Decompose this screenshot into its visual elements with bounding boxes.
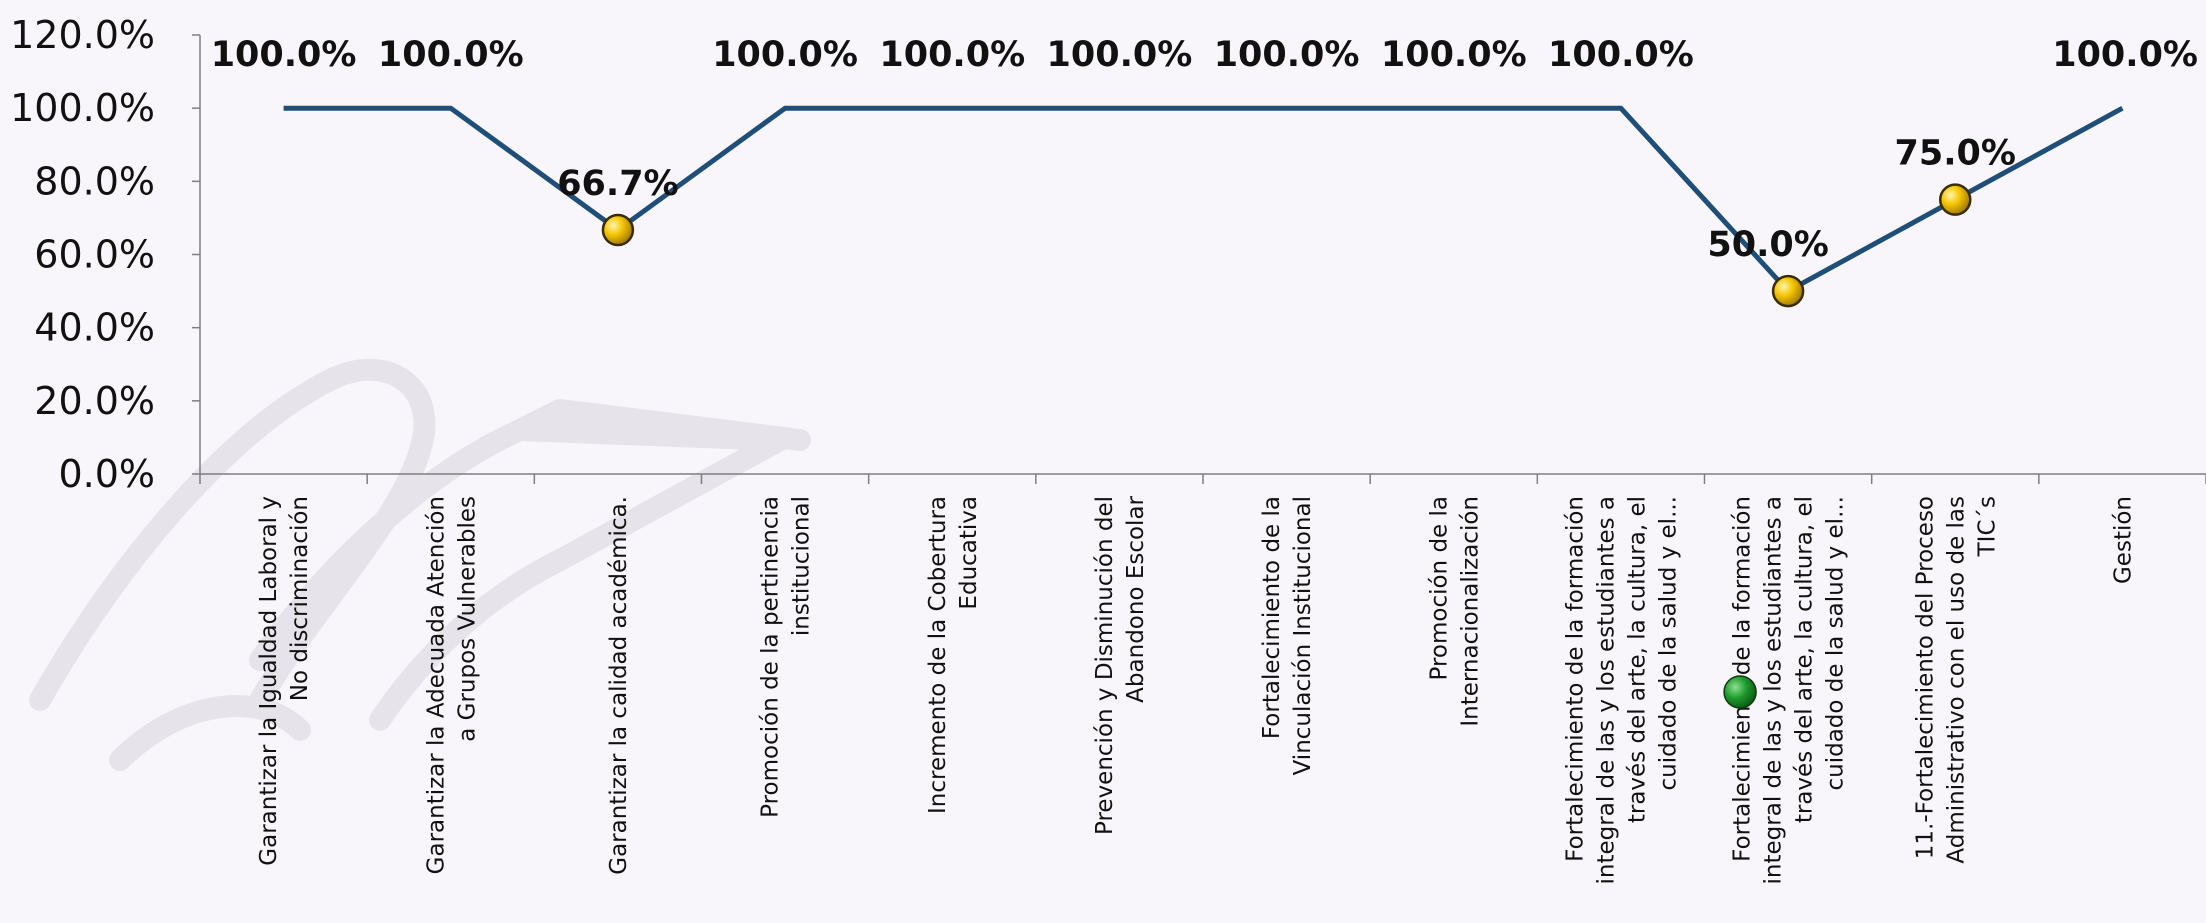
x-tick-label-line: No discriminación <box>287 496 313 701</box>
x-tick-label-line: Garantizar la Adecuada Atención <box>423 496 449 874</box>
x-tick-label-line: Prevención y Disminución del <box>1092 496 1118 835</box>
y-tick-label: 100.0% <box>10 86 155 130</box>
data-point-marker <box>601 213 635 247</box>
x-tick-label-line: Garantizar la Igualdad Laboral y <box>256 496 282 866</box>
data-label: 100.0% <box>879 35 1025 75</box>
x-tick-label-line: integral de las y los estudiantes a <box>1593 496 1619 884</box>
x-tick-label: Fortalecimiento de la formaciónintegral … <box>1730 496 1849 884</box>
x-tick-label-line: 11.-Fortalecimiento del Proceso <box>1912 496 1938 859</box>
x-tick-label: Garantizar la Adecuada Atención a Grupos … <box>423 496 480 874</box>
x-tick-label: Promoción de la Internacionalización <box>1426 496 1483 727</box>
x-tick-label: Fortalecimiento de la Vinculación Institu… <box>1259 496 1316 775</box>
data-label: 100.0% <box>1381 35 1527 75</box>
x-tick-label-line: TIC´s <box>1974 496 2000 557</box>
x-tick-label-line: Internacionalización <box>1457 496 1483 727</box>
x-tick-label: Promoción de la pertinencia institucional <box>758 496 815 818</box>
x-tick-label-line: integral de las y los estudiantes a <box>1761 496 1787 884</box>
data-label: 100.0% <box>378 35 524 75</box>
y-axis-ticks: 0.0% 20.0% 40.0% 60.0% 80.0% 100.0% 120.0% <box>10 13 200 496</box>
data-label: 50.0% <box>1707 225 1828 265</box>
y-tick-label: 20.0% <box>34 379 155 423</box>
y-tick-label: 60.0% <box>34 233 155 277</box>
x-tick-label-line: Fortalecimiento de la <box>1259 496 1285 739</box>
y-tick-label: 40.0% <box>34 306 155 350</box>
data-label: 100.0% <box>1047 35 1193 75</box>
y-tick-label: 0.0% <box>58 452 155 496</box>
data-label: 100.0% <box>1214 35 1360 75</box>
data-label: 75.0% <box>1895 134 2016 174</box>
data-point-marker <box>1771 274 1805 308</box>
x-tick-label-line: cuidado de la salud y el... <box>1655 496 1681 791</box>
data-label: 100.0% <box>211 35 357 75</box>
data-label: 66.7% <box>557 164 678 204</box>
x-tick-label-line: Educativa <box>956 496 982 610</box>
data-label: 100.0% <box>1548 35 1694 75</box>
series-markers <box>601 183 1972 308</box>
x-tick-label: Garantizar la calidad académica. <box>606 496 632 875</box>
x-axis-labels: Garantizar la Igualdad Laboral y No discr… <box>256 495 2136 884</box>
x-tick-label-line: Fortalecimiento de la formación <box>1562 496 1588 862</box>
y-tick-label: 120.0% <box>10 13 155 57</box>
green-dot-marker <box>1723 675 1757 709</box>
x-tick-label: Prevención y Disminución del Abandono Esc… <box>1092 495 1149 835</box>
x-tick-label-line: Administrativo con el uso de las <box>1943 496 1969 864</box>
x-tick-label-line: Incremento de la Cobertura <box>925 496 951 814</box>
x-tick-label-line: través del arte, la cultura, el <box>1792 496 1818 823</box>
x-tick-label: 11.-Fortalecimiento del Proceso Administr… <box>1912 496 2000 864</box>
x-tick-label-line: Promoción de la <box>1426 496 1452 681</box>
x-tick-label-line: través del arte, la cultura, el <box>1624 496 1650 823</box>
x-tick-label-line: Promoción de la pertinencia <box>758 496 784 818</box>
x-tick-label-line: Gestión <box>2110 496 2136 584</box>
data-point-marker <box>1939 183 1972 216</box>
x-tick-label: Gestión <box>2110 496 2136 584</box>
x-tick-label: Incremento de la Cobertura Educativa <box>925 496 982 814</box>
data-labels: 100.0% 100.0% 66.7% 100.0% 100.0% 100.0% 100.0… <box>211 35 2198 265</box>
watermark-emblem <box>29 358 811 771</box>
y-tick-label: 80.0% <box>34 159 155 203</box>
data-label: 100.0% <box>712 35 858 75</box>
x-tick-label-line: cuidado de la salud y el... <box>1823 496 1849 791</box>
x-tick-label-line: institucional <box>789 496 815 636</box>
series-line <box>283 105 2124 295</box>
data-label: 100.0% <box>2052 35 2198 75</box>
x-tick-label-line: Garantizar la calidad académica. <box>606 496 632 875</box>
x-tick-label-line: a Grupos Vulnerables <box>454 496 480 742</box>
axes <box>199 35 2206 484</box>
x-tick-label: Garantizar la Igualdad Laboral y No discr… <box>256 496 313 866</box>
x-tick-label-line: Abandono Escolar <box>1123 495 1149 702</box>
x-tick-label-line: Vinculación Institucional <box>1290 496 1316 775</box>
